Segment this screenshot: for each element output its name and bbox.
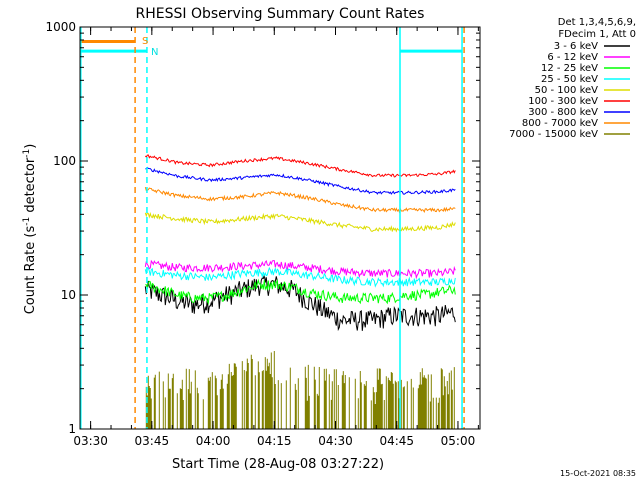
plot-marks: SN (80, 27, 465, 429)
series-line-1 (144, 259, 456, 280)
series-line-7 (144, 186, 456, 214)
y-axis-label-main: Count Rate (s (23, 226, 38, 315)
y-axis-label: Count Rate (s-1 detector-1) (22, 144, 38, 315)
series-0 (144, 274, 456, 332)
series-3 (144, 266, 456, 288)
y-tick-label-3: 1000 (45, 20, 76, 34)
legend-label-8: 7000 - 15000 keV (509, 129, 598, 140)
x-axis-label: Start Time (28-Aug-08 03:27:22) (172, 457, 384, 472)
legend-label-6: 300 - 800 keV (528, 107, 598, 118)
y-tick-label-0: 1 (68, 422, 76, 436)
y-tick-label-2: 100 (53, 154, 76, 168)
annotation-1: N (151, 47, 158, 58)
annotation-0: S (142, 36, 148, 47)
x-tick-label-4: 04:30 (318, 434, 353, 448)
legend-label-0: 3 - 6 keV (554, 41, 598, 52)
series-1 (144, 259, 456, 280)
legend-header-0: Det 1,3,4,5,6,9, (558, 17, 636, 28)
legend-label-5: 100 - 300 keV (528, 96, 598, 107)
series-line-3 (144, 266, 456, 288)
y-axis-label-sup1: -1 (22, 217, 32, 226)
timestamp: 15-Oct-2021 08:35 (560, 469, 636, 478)
legend-label-2: 12 - 25 keV (541, 63, 598, 74)
legend-label-4: 50 - 100 keV (535, 85, 599, 96)
series-line-0 (144, 274, 456, 332)
series-2 (145, 278, 456, 306)
x-tick-label-2: 04:00 (196, 434, 231, 448)
series-7 (144, 186, 456, 214)
plot-frame (79, 26, 481, 430)
x-tick-label-1: 03:45 (135, 434, 170, 448)
series-4 (144, 212, 456, 233)
chart-title: RHESSI Observing Summary Count Rates (136, 6, 425, 22)
series-8 (145, 351, 455, 429)
y-axis-label-mid: detector (23, 157, 38, 217)
y-axis-label-sup2: -1 (22, 149, 32, 158)
x-tick-label-6: 05:00 (441, 434, 476, 448)
series-line-5 (144, 154, 456, 178)
legend-header-1: FDecim 1, Att 0 (558, 29, 636, 40)
x-tick-label-5: 04:45 (379, 434, 414, 448)
y-axis-label-end: ) (23, 144, 38, 149)
series-line-6 (145, 166, 456, 195)
series-6 (145, 166, 456, 195)
legend-label-1: 6 - 12 keV (547, 52, 598, 63)
axis-ticks: 03:30 03:45 04:00 04:15 04:30 04:45 05:00 1 10 10… (45, 20, 480, 448)
x-tick-label-3: 04:15 (257, 434, 292, 448)
series-line-2 (145, 278, 456, 306)
legend-label-7: 800 - 7000 keV (522, 118, 598, 129)
legend-label-3: 25 - 50 keV (541, 74, 598, 85)
y-tick-label-1: 10 (61, 288, 76, 302)
series-line-8 (145, 351, 455, 429)
series-5 (144, 154, 456, 178)
series-line-4 (144, 212, 456, 233)
legend: Det 1,3,4,5,6,9,FDecim 1, Att 03 - 6 keV… (509, 17, 636, 140)
x-tick-label-0: 03:30 (73, 434, 108, 448)
